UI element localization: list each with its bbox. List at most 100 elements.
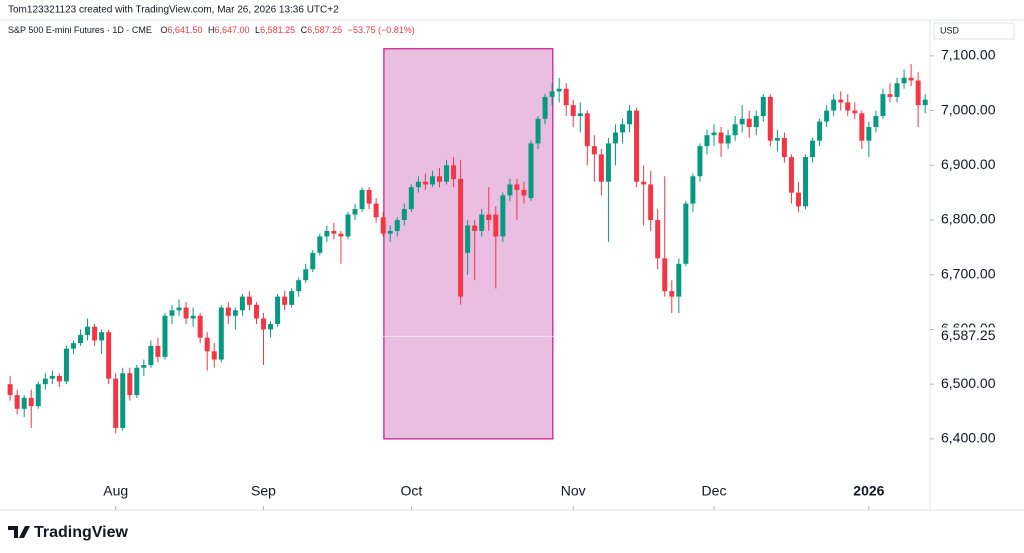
candle-body (28, 397, 34, 407)
candle-body (479, 214, 485, 231)
candle-body (605, 143, 611, 182)
candle-body (253, 304, 259, 319)
candle-body (901, 77, 907, 84)
candle-body (345, 214, 351, 237)
x-tick-label: Dec (702, 483, 727, 499)
candle-body (915, 80, 921, 106)
candle-body (7, 384, 13, 396)
candle-body (676, 263, 682, 297)
x-tick-label: Sep (251, 483, 276, 499)
candle-body (634, 110, 640, 182)
credit: Tom123321123 created with TradingView.co… (8, 5, 339, 16)
candle-body (612, 132, 618, 144)
y-tick-label: 6,400.00 (941, 430, 996, 446)
candle-body (563, 88, 569, 106)
candle-body (486, 214, 492, 221)
candle-body (14, 395, 20, 409)
candle-body (120, 373, 126, 428)
candle-body (56, 375, 62, 382)
candle-body (373, 203, 379, 218)
candle-body (169, 310, 175, 316)
candle-body (852, 110, 858, 114)
candle-body (500, 195, 506, 237)
candle-body (866, 127, 872, 141)
candle-body (394, 220, 400, 231)
candle-body (35, 384, 41, 407)
candle-body (648, 184, 654, 221)
candle-body (225, 307, 231, 316)
candle-body (162, 315, 168, 357)
candle-body (507, 184, 513, 196)
candle-body (303, 269, 309, 281)
candle-body (282, 296, 288, 305)
candle-body (521, 189, 527, 196)
plot: 6,400.006,500.006,600.006,700.006,800.00… (7, 47, 1020, 510)
candle-body (289, 291, 295, 305)
candle-body (239, 296, 245, 311)
y-tick-label: 6,800.00 (941, 211, 996, 227)
brand: TradingView (34, 524, 129, 541)
candle-body (246, 296, 252, 305)
candle-body (732, 124, 738, 136)
candle-body (894, 83, 900, 97)
candle-body (42, 378, 48, 385)
y-tick-label: 6,900.00 (941, 156, 996, 172)
candle-body (824, 110, 830, 122)
change: −53.75 (−0.81%) (348, 25, 415, 35)
candle-body (831, 99, 837, 111)
candle-body (549, 91, 555, 97)
candle-body (641, 181, 647, 185)
candle-body (472, 225, 478, 231)
candle-body (774, 137, 780, 141)
candle-body (838, 99, 844, 103)
candle-body (190, 315, 196, 319)
candle-body (781, 137, 787, 158)
candle-body (422, 181, 428, 185)
logo: TradingView (8, 524, 129, 541)
candle-body (795, 192, 801, 207)
candle-body (535, 118, 541, 144)
candle-body (134, 367, 140, 396)
currency: USD (940, 25, 960, 35)
candle-body (584, 113, 590, 147)
title: S&P 500 E-mini Futures · 1D · CME (8, 25, 152, 35)
candle-body (408, 187, 414, 210)
candle-body (598, 154, 604, 182)
candle-body (451, 165, 457, 179)
candle-body (788, 157, 794, 193)
candle-body (711, 132, 717, 136)
candle-body (296, 280, 302, 292)
c-value: 6,587.25 (307, 25, 342, 35)
candle-body (380, 217, 386, 234)
candle-body (338, 233, 344, 237)
y-tick-label: 7,100.00 (941, 47, 996, 63)
x-tick-label: Nov (561, 483, 586, 499)
candle-body (204, 337, 210, 352)
candle-body (528, 143, 534, 199)
candle-body (106, 332, 112, 379)
candle-body (99, 332, 105, 341)
candle-body (591, 146, 597, 155)
candle-body (873, 116, 879, 127)
candle-body (268, 323, 274, 330)
candle-body (211, 351, 217, 360)
logo-icon (8, 526, 30, 538)
currency-box (933, 22, 1015, 40)
candle-body (908, 77, 914, 81)
candle-body (63, 348, 69, 382)
candle-body (310, 252, 316, 270)
o-label: O (160, 25, 167, 35)
y-tick-label: 7,000.00 (941, 101, 996, 117)
candle-body (148, 345, 154, 366)
candle-body (197, 315, 203, 338)
candle-body (92, 326, 98, 341)
candle-body (767, 96, 773, 141)
candle-body (359, 189, 365, 210)
candle-body (577, 113, 583, 117)
candle-body (662, 258, 668, 292)
candle-body (176, 307, 182, 311)
candle-body (683, 203, 689, 264)
last-price-bg (934, 327, 1020, 346)
